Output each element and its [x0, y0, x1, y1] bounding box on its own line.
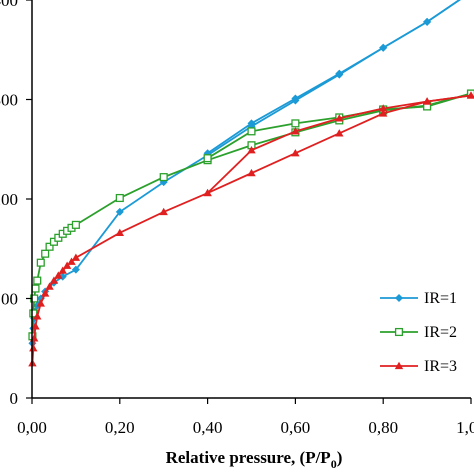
data-point	[466, 91, 474, 99]
data-point	[203, 154, 212, 163]
data-point	[36, 258, 45, 267]
data-point	[45, 242, 54, 251]
data-point	[62, 261, 72, 269]
data-point	[247, 168, 256, 177]
data-point	[159, 207, 168, 216]
data-point	[115, 193, 124, 203]
y-tick-label: 100	[0, 290, 18, 309]
x-axis-title-subscript: 0	[331, 457, 337, 471]
x-axis-title-main: Relative pressure, (P/P	[166, 448, 331, 467]
x-tick-label: 0,40	[193, 418, 223, 437]
data-point	[423, 17, 432, 26]
data-point	[31, 284, 40, 293]
data-point	[115, 228, 124, 236]
data-point	[41, 249, 50, 258]
legend-label: IR=1	[424, 290, 457, 307]
x-tick-label: 0,60	[281, 418, 311, 437]
data-point	[71, 253, 81, 261]
data-point	[247, 119, 256, 128]
y-tick-label: 0	[10, 389, 19, 408]
data-point	[203, 188, 212, 197]
legend: IR=1 IR=2 IR=3	[380, 290, 457, 375]
x-tick-label: 0,80	[368, 418, 398, 437]
data-point	[45, 282, 54, 290]
data-point	[33, 312, 42, 320]
x-axis-title-end: )	[337, 448, 343, 467]
data-point	[247, 127, 256, 136]
data-point	[40, 289, 50, 297]
data-point	[379, 43, 388, 52]
data-point	[33, 276, 42, 285]
data-point	[31, 322, 40, 330]
y-tick-label: 300	[0, 91, 18, 110]
data-point	[159, 173, 168, 182]
legend-marker	[395, 294, 403, 302]
data-point	[71, 220, 80, 229]
data-point	[379, 104, 388, 112]
data-point	[291, 149, 300, 157]
data-point	[335, 129, 344, 137]
data-point	[58, 266, 67, 274]
data-point	[291, 119, 300, 128]
data-point	[291, 94, 300, 103]
x-tick-label: 0,20	[105, 418, 135, 437]
data-point	[54, 271, 63, 279]
data-point	[36, 299, 45, 307]
y-tick-label: 400	[0, 0, 18, 10]
data-point	[71, 265, 80, 274]
x-tick-label: 1,00	[456, 418, 474, 437]
legend-marker	[394, 327, 404, 337]
data-point	[49, 276, 59, 284]
data-point	[335, 114, 344, 122]
data-point	[422, 97, 432, 105]
data-point	[247, 146, 256, 154]
x-tick-label: 0,00	[17, 418, 47, 437]
data-point	[335, 69, 344, 78]
plot-area	[28, 0, 474, 367]
data-point	[67, 257, 76, 265]
data-point	[29, 344, 38, 352]
legend-marker	[394, 361, 404, 370]
axes: 0,00 0,20 0,40 0,60 0,80 1,00 0 100 200 300 400	[0, 0, 474, 437]
legend-label: IR=2	[424, 324, 457, 341]
x-axis-title: Relative pressure, (P/P0)	[166, 448, 343, 471]
legend-label: IR=3	[424, 358, 457, 375]
data-point	[291, 127, 300, 135]
data-point	[115, 207, 124, 216]
y-tick-label: 200	[0, 190, 18, 209]
data-point	[379, 109, 388, 117]
